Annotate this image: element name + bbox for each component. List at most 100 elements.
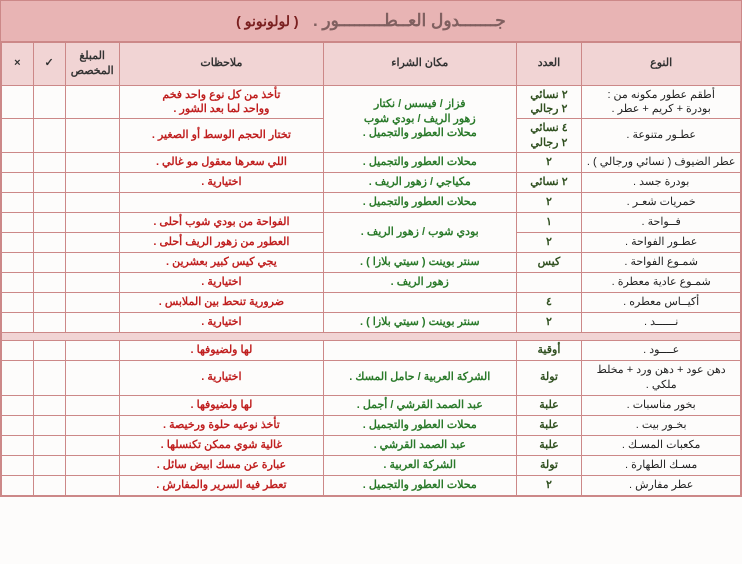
cell-budget: [65, 252, 119, 272]
cell-x: [2, 272, 34, 292]
cell-place: [323, 340, 516, 360]
table-row: أطقم عطور مكونه من :بودرة + كريم + عطر .…: [2, 85, 741, 119]
cell-x: [2, 119, 34, 153]
cell-x: [2, 212, 34, 232]
cell-budget: [65, 360, 119, 395]
cell-budget: [65, 415, 119, 435]
cell-place: [323, 292, 516, 312]
header-count: العدد: [516, 43, 582, 86]
cell-notes: تعطر فيه السرير والمفارش .: [119, 475, 323, 495]
cell-budget: [65, 232, 119, 252]
cell-notes: تأخذ من كل نوع واحد فخموواحد لما بعد الش…: [119, 85, 323, 119]
cell-place: عبد الصمد القرشي .: [323, 435, 516, 455]
cell-notes: لها ولضيوفها .: [119, 395, 323, 415]
cell-budget: [65, 272, 119, 292]
table-row: نــــــد .٢سنتر بوينت ( سيتي بلازا ) .اخ…: [2, 312, 741, 332]
cell-notes: يجي كيس كبير بعشرين .: [119, 252, 323, 272]
cell-type: شمـوع عادية معطرة .: [582, 272, 741, 292]
cell-check: [33, 360, 65, 395]
cell-budget: [65, 475, 119, 495]
cell-check: [33, 212, 65, 232]
cell-check: [33, 340, 65, 360]
cell-count: علبة: [516, 395, 582, 415]
cell-check: [33, 85, 65, 119]
cell-notes: [119, 192, 323, 212]
title-bar: جـــــــدول العــطـــــــــور . ( لولونو…: [1, 1, 741, 42]
cell-type: بخـور بيت .: [582, 415, 741, 435]
cell-budget: [65, 85, 119, 119]
table-row: عطر الضيوف ( نسائي ورجالي ) .٢محلات العط…: [2, 152, 741, 172]
table-row: شمـوع الفواحة .كيسسنتر بوينت ( سيتي بلاز…: [2, 252, 741, 272]
cell-place: محلات العطور والتجميل .: [323, 192, 516, 212]
cell-count: ٢: [516, 312, 582, 332]
table-row: فــواحة .١بودي شوب / زهور الريف .الفواحة…: [2, 212, 741, 232]
cell-x: [2, 312, 34, 332]
cell-count: ٢ نسائي٢ رجالي: [516, 85, 582, 119]
cell-count: أوقية: [516, 340, 582, 360]
cell-place: مكياجي / زهور الريف .: [323, 172, 516, 192]
cell-x: [2, 415, 34, 435]
cell-budget: [65, 455, 119, 475]
cell-budget: [65, 312, 119, 332]
cell-budget: [65, 192, 119, 212]
cell-count: ٢: [516, 475, 582, 495]
cell-budget: [65, 172, 119, 192]
cell-count: ٤: [516, 292, 582, 312]
cell-x: [2, 395, 34, 415]
cell-count: تولة: [516, 360, 582, 395]
header-check: ✓: [33, 43, 65, 86]
cell-x: [2, 85, 34, 119]
cell-count: ٢: [516, 152, 582, 172]
cell-type: بودرة جسد .: [582, 172, 741, 192]
cell-count: [516, 272, 582, 292]
cell-place: محلات العطور والتجميل .: [323, 415, 516, 435]
cell-budget: [65, 395, 119, 415]
perfume-table: النوع العدد مكان الشراء ملاحظات المبلغ ا…: [1, 42, 741, 496]
cell-place: الشركة العربية .: [323, 455, 516, 475]
cell-x: [2, 152, 34, 172]
cell-check: [33, 415, 65, 435]
cell-x: [2, 435, 34, 455]
header-x: ×: [2, 43, 34, 86]
cell-count: تولة: [516, 455, 582, 475]
cell-notes: ضرورية تنحط بين الملابس .: [119, 292, 323, 312]
cell-count: ٤ نسائي٢ رجالي: [516, 119, 582, 153]
cell-x: [2, 340, 34, 360]
table-row: دهن عود + دهن ورد + مخلط ملكي .تولةالشرك…: [2, 360, 741, 395]
spacer-row: [2, 332, 741, 340]
cell-type: أطقم عطور مكونه من :بودرة + كريم + عطر .: [582, 85, 741, 119]
header-place: مكان الشراء: [323, 43, 516, 86]
cell-x: [2, 192, 34, 212]
table-row: شمـوع عادية معطرة .زهور الريف .اختيارية …: [2, 272, 741, 292]
cell-place: بودي شوب / زهور الريف .: [323, 212, 516, 252]
cell-check: [33, 119, 65, 153]
cell-notes: عبارة عن مسك ابيض سائل .: [119, 455, 323, 475]
cell-notes: اختيارية .: [119, 312, 323, 332]
cell-check: [33, 152, 65, 172]
cell-check: [33, 312, 65, 332]
cell-budget: [65, 292, 119, 312]
cell-x: [2, 455, 34, 475]
cell-type: عطـور متنوعة .: [582, 119, 741, 153]
cell-notes: اختيارية .: [119, 360, 323, 395]
perfume-table-container: جـــــــدول العــطـــــــــور . ( لولونو…: [0, 0, 742, 497]
cell-place: محلات العطور والتجميل .: [323, 152, 516, 172]
cell-budget: [65, 212, 119, 232]
cell-check: [33, 232, 65, 252]
cell-notes: اختيارية .: [119, 272, 323, 292]
cell-budget: [65, 435, 119, 455]
header-budget: المبلغ المخصص: [65, 43, 119, 86]
cell-place: عبد الصمد القرشي / أجمل .: [323, 395, 516, 415]
cell-count: ٢: [516, 192, 582, 212]
cell-count: ٢ نسائي: [516, 172, 582, 192]
table-body: أطقم عطور مكونه من :بودرة + كريم + عطر .…: [2, 85, 741, 495]
title-sub: ( لولونونو ): [236, 13, 298, 29]
table-row: عــــود .أوقيةلها ولضيوفها .: [2, 340, 741, 360]
title-main: جـــــــدول العــطـــــــــور .: [313, 11, 506, 30]
cell-x: [2, 172, 34, 192]
cell-notes: تأخذ نوعيه حلوة ورخيصة .: [119, 415, 323, 435]
cell-count: ٢: [516, 232, 582, 252]
cell-budget: [65, 340, 119, 360]
table-row: بودرة جسد .٢ نسائيمكياجي / زهور الريف .ا…: [2, 172, 741, 192]
table-row: أكيــاس معطره .٤ضرورية تنحط بين الملابس …: [2, 292, 741, 312]
